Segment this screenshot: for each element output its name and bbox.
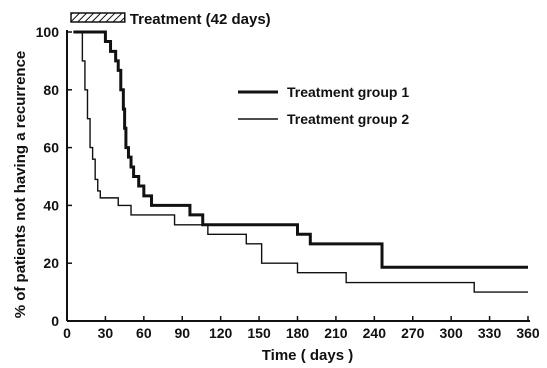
chart-series bbox=[73, 30, 528, 293]
x-tick-label: 120 bbox=[209, 325, 233, 341]
y-tick-label: 60 bbox=[43, 140, 59, 156]
x-tick-label: 240 bbox=[363, 325, 387, 341]
series-line-group-2 bbox=[73, 31, 528, 293]
x-tick-label: 0 bbox=[63, 325, 71, 341]
x-tick-label: 60 bbox=[136, 325, 152, 341]
legend-label-group-2: Treatment group 2 bbox=[287, 111, 409, 127]
y-tick-label: 0 bbox=[51, 313, 59, 329]
treatment-label: Treatment (42 days) bbox=[130, 11, 271, 28]
chart-legend: Treatment group 1 Treatment group 2 bbox=[238, 84, 409, 127]
treatment-annotation: Treatment (42 days) bbox=[70, 11, 271, 28]
x-tick-label: 330 bbox=[478, 325, 502, 341]
x-tick-label: 270 bbox=[401, 325, 425, 341]
y-tick-label: 80 bbox=[43, 82, 59, 98]
x-axis-title: Time ( days ) bbox=[262, 347, 353, 364]
legend-label-group-1: Treatment group 1 bbox=[287, 84, 409, 100]
series-line-group-1 bbox=[73, 30, 528, 269]
treatment-bar bbox=[70, 12, 126, 23]
x-tick-label: 180 bbox=[286, 325, 310, 341]
y-tick-label: 40 bbox=[43, 197, 59, 213]
x-tick-label: 360 bbox=[516, 325, 540, 341]
x-tick-label: 210 bbox=[324, 325, 348, 341]
y-tick-label: 100 bbox=[36, 24, 60, 40]
x-tick-label: 150 bbox=[247, 325, 271, 341]
chart-ticks: 0 30 60 90 120 150 180 210 240 270 300 330 360 0 20 40 6… bbox=[36, 24, 540, 341]
y-tick-label: 20 bbox=[43, 255, 59, 271]
x-tick-label: 90 bbox=[174, 325, 190, 341]
x-tick-label: 30 bbox=[98, 325, 114, 341]
x-tick-label: 300 bbox=[439, 325, 463, 341]
y-axis-title: % of patients not having a recurrence bbox=[12, 51, 29, 319]
